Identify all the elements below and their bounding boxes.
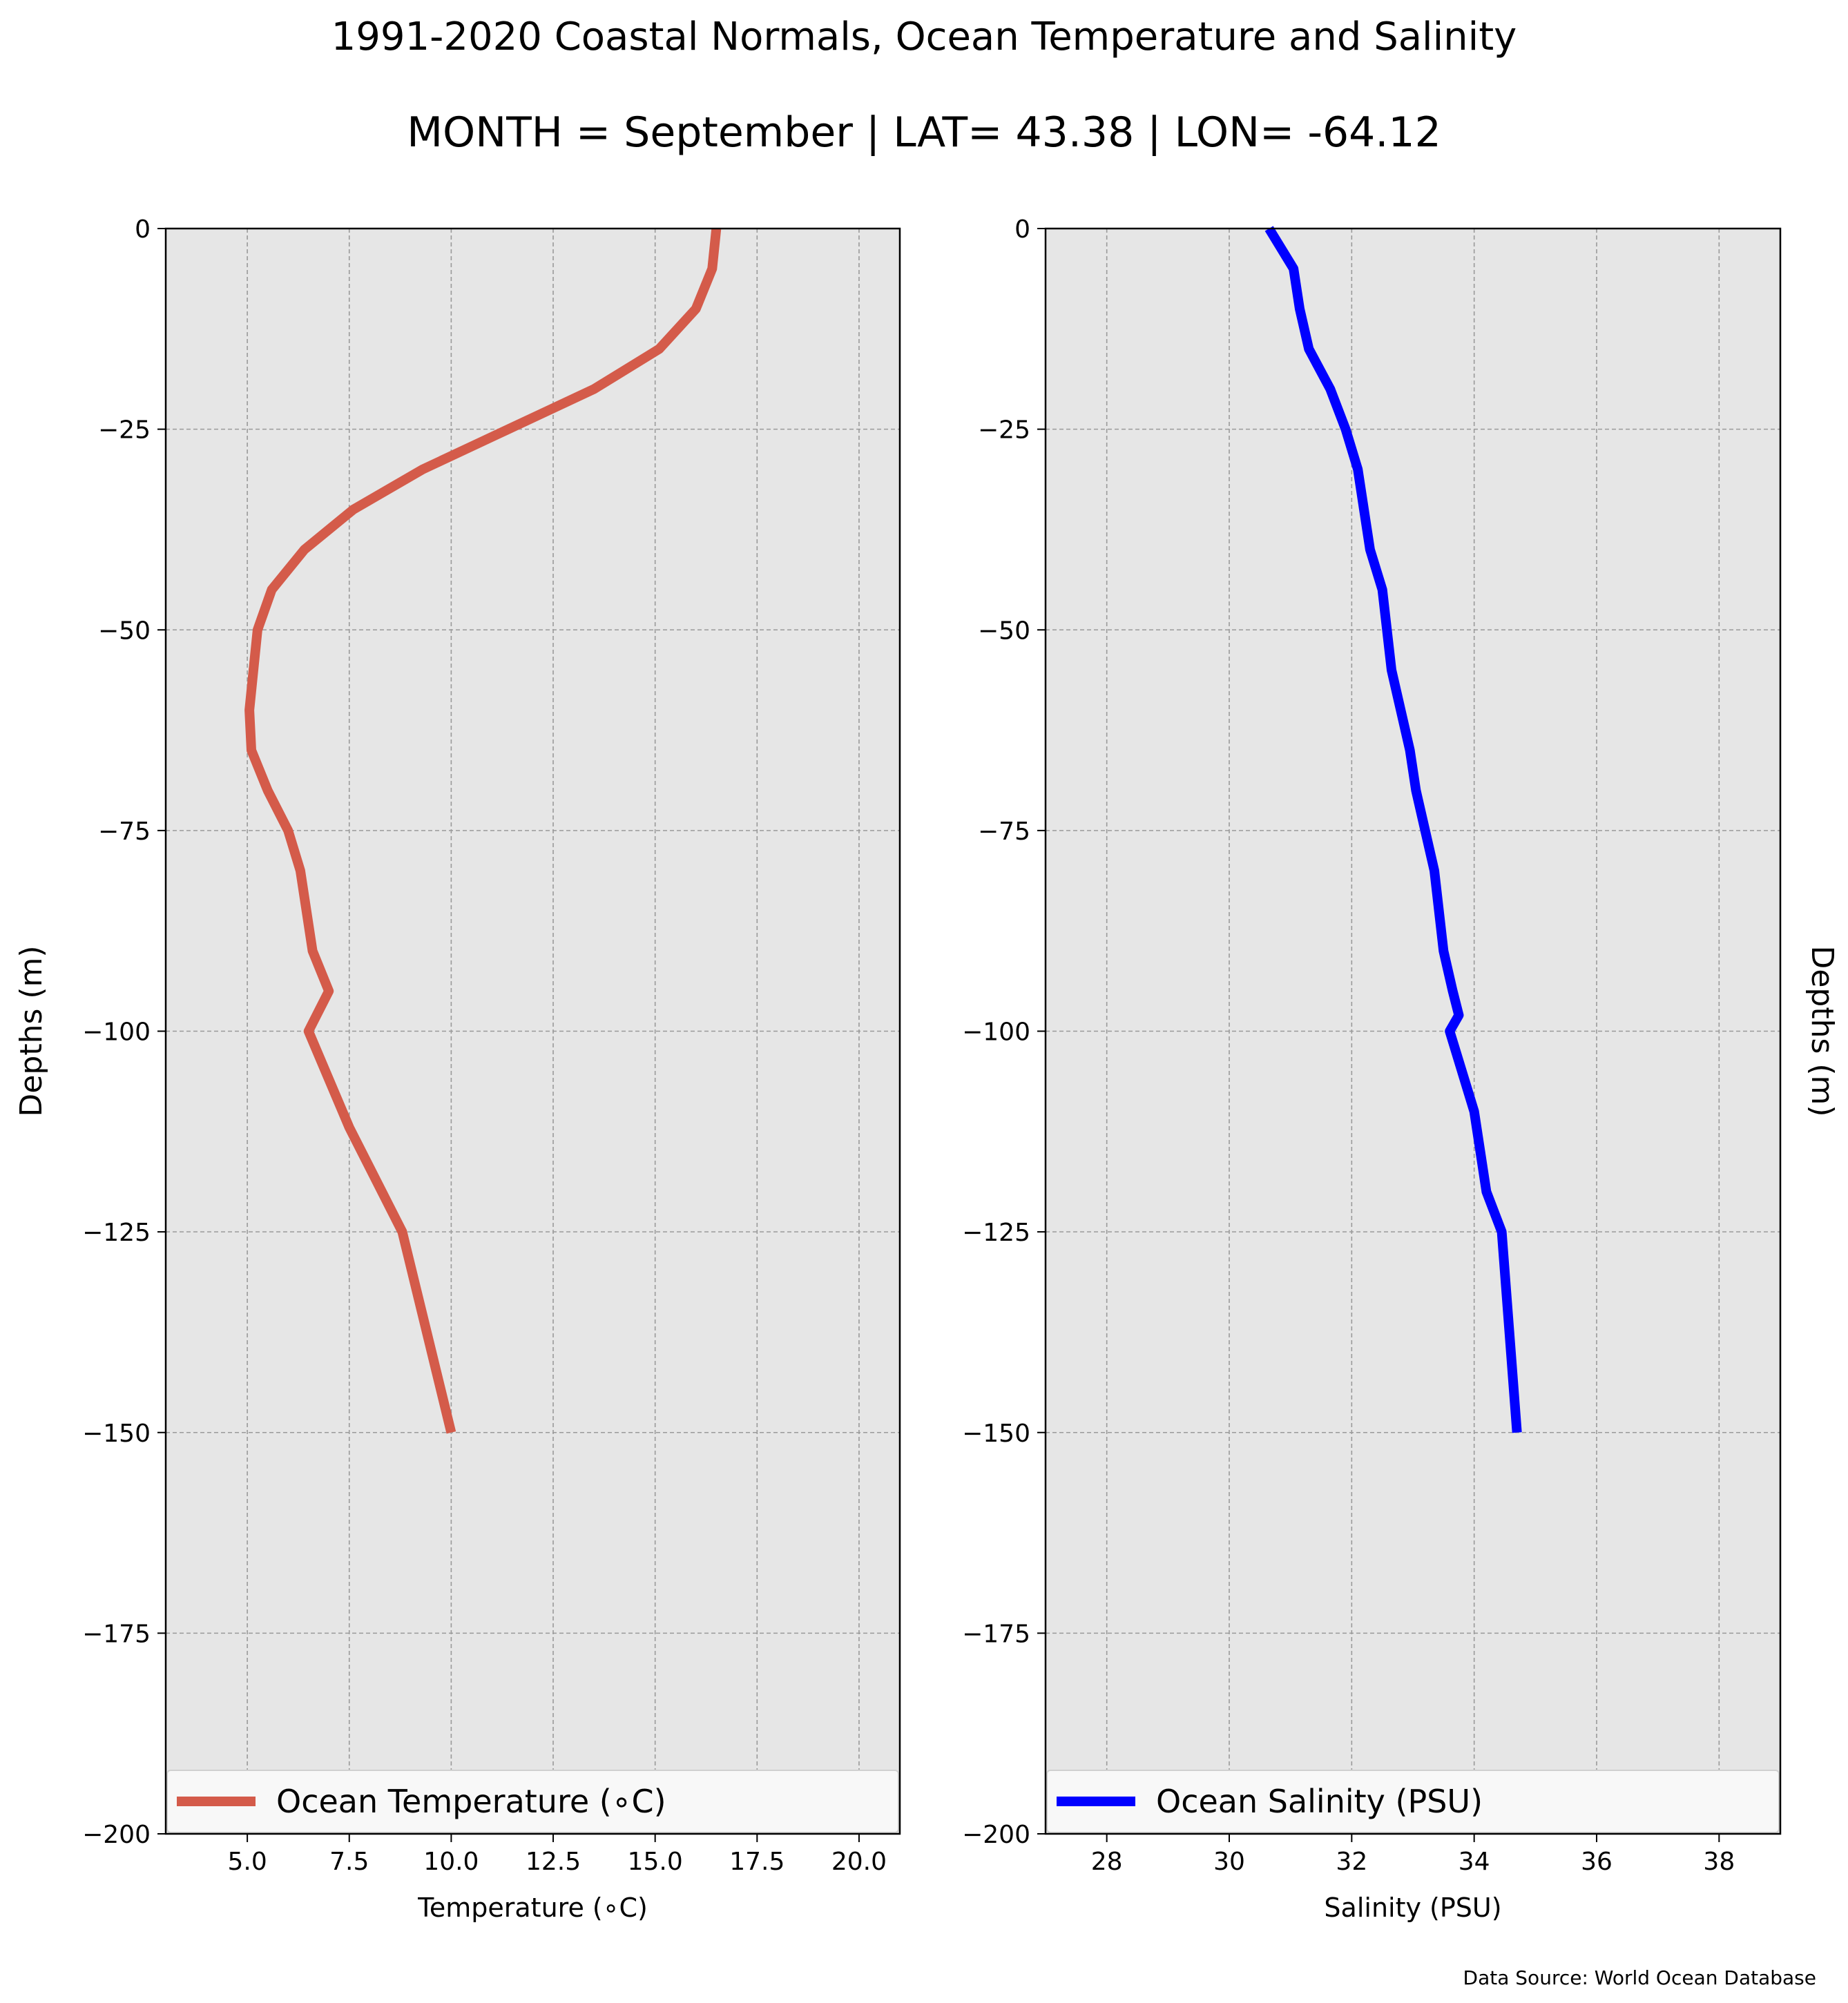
salinity-xtick-label: 36 <box>1581 1848 1613 1876</box>
figure-title: 1991-2020 Coastal Normals, Ocean Tempera… <box>331 14 1517 59</box>
temperature-legend-box <box>166 1770 899 1833</box>
salinity-panel: Ocean Salinity (PSU) 28 30 32 34 36 38 0 −25 −50 −… <box>962 215 1840 1923</box>
temperature-xtick-label: 5.0 <box>227 1848 267 1876</box>
temperature-xtick-label: 20.0 <box>831 1848 887 1876</box>
temperature-ytick-label: −150 <box>82 1420 151 1448</box>
temperature-ytick-label: −100 <box>82 1018 151 1047</box>
salinity-ytick-label: −200 <box>962 1821 1030 1849</box>
temperature-xtick-label: 7.5 <box>329 1848 369 1876</box>
temperature-ytick-label: −200 <box>82 1821 151 1849</box>
salinity-ytick-label: −25 <box>978 416 1030 445</box>
temperature-x-axis-label: Temperature (∘C) <box>417 1893 648 1923</box>
salinity-legend-label: Ocean Salinity (PSU) <box>1156 1783 1483 1820</box>
salinity-xtick-label: 34 <box>1459 1848 1490 1876</box>
temperature-xtick-label: 10.0 <box>423 1848 479 1876</box>
salinity-legend-box <box>1046 1770 1780 1833</box>
salinity-ytick-label: −75 <box>978 817 1030 846</box>
salinity-ytick-label: −150 <box>962 1420 1030 1448</box>
salinity-xtick-label: 28 <box>1091 1848 1123 1876</box>
temperature-legend: Ocean Temperature (∘C) <box>166 1770 899 1833</box>
temperature-ytick-label: 0 <box>135 215 151 244</box>
salinity-y-axis-label: Depths (m) <box>1804 945 1840 1116</box>
salinity-series-line-0 <box>1264 226 1522 1433</box>
salinity-xtick-label: 32 <box>1336 1848 1367 1876</box>
salinity-xtick-label: 38 <box>1703 1848 1735 1876</box>
temperature-xtick-label: 15.0 <box>628 1848 683 1876</box>
temperature-xtick-label: 12.5 <box>526 1848 581 1876</box>
temperature-xtick-label: 17.5 <box>729 1848 785 1876</box>
salinity-x-axis-label: Salinity (PSU) <box>1324 1893 1501 1923</box>
temperature-ytick-label: −175 <box>82 1620 151 1648</box>
data-source-note: Data Source: World Ocean Database <box>1463 1966 1816 1989</box>
temperature-ytick-label: −25 <box>98 416 151 445</box>
salinity-ytick-label: −50 <box>978 617 1030 645</box>
salinity-xtick-label: 30 <box>1213 1848 1245 1876</box>
salinity-ytick-label: −125 <box>962 1219 1030 1247</box>
temperature-panel: Ocean Temperature (∘C) 5.0 7.5 10.0 12.5 15.0… <box>14 215 901 1923</box>
salinity-ytick-label: −100 <box>962 1018 1030 1047</box>
temperature-ytick-label: −75 <box>98 817 151 846</box>
temperature-y-axis-label: Depths (m) <box>14 945 49 1116</box>
salinity-ytick-label: 0 <box>1014 215 1030 244</box>
figure-subtitle: MONTH = September | LAT= 43.38 | LON= -6… <box>407 108 1441 157</box>
salinity-ytick-label: −175 <box>962 1620 1030 1648</box>
temperature-series-line-0 <box>244 228 722 1434</box>
temperature-ytick-label: −50 <box>98 617 151 645</box>
salinity-legend: Ocean Salinity (PSU) <box>1046 1770 1780 1833</box>
temperature-legend-label: Ocean Temperature (∘C) <box>276 1783 666 1820</box>
temperature-ytick-label: −125 <box>82 1219 151 1247</box>
